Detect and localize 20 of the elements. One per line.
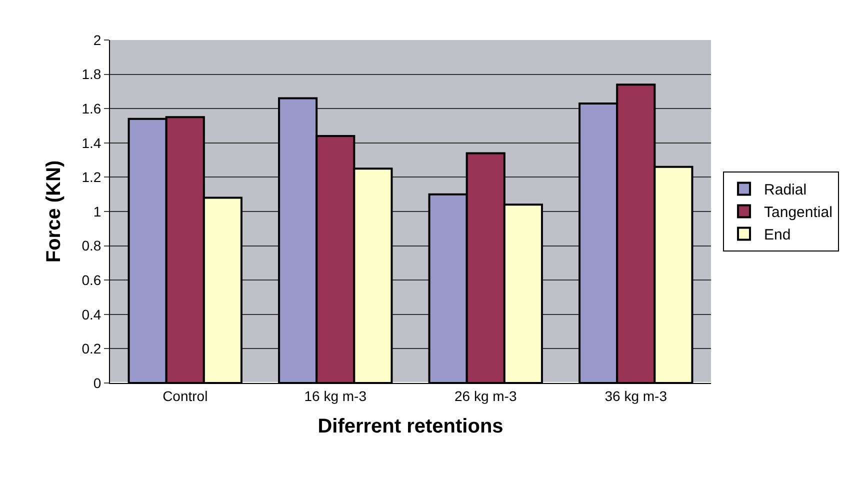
legend-label: Tangential (764, 204, 832, 222)
y-tick-label: 0.4 (82, 306, 102, 322)
y-tick-label: 1.8 (82, 66, 102, 82)
y-tick-label: 0.2 (82, 340, 102, 357)
y-tick-label: 1 (93, 203, 102, 220)
legend-label: Radial (764, 182, 807, 199)
y-tick-label: 1.4 (82, 134, 102, 151)
y-tick-label: 0.8 (82, 238, 102, 254)
y-tick-label: 1.2 (82, 169, 102, 186)
y-tick-label: 0.6 (82, 272, 102, 288)
x-tick-label: 26 kg m-3 (454, 388, 517, 404)
y-tick-label: 0 (93, 374, 102, 391)
y-axis-title: Force (KN) (43, 160, 66, 263)
y-tick-label: 1.6 (82, 100, 102, 116)
legend-label: End (764, 226, 791, 244)
x-axis-title: Diferrent retentions (318, 415, 504, 438)
x-tick-label: Control (162, 388, 208, 404)
x-tick-label: 16 kg m-3 (304, 388, 367, 404)
y-tick-label: 2 (93, 32, 102, 48)
x-tick-label: 36 kg m-3 (604, 388, 668, 404)
